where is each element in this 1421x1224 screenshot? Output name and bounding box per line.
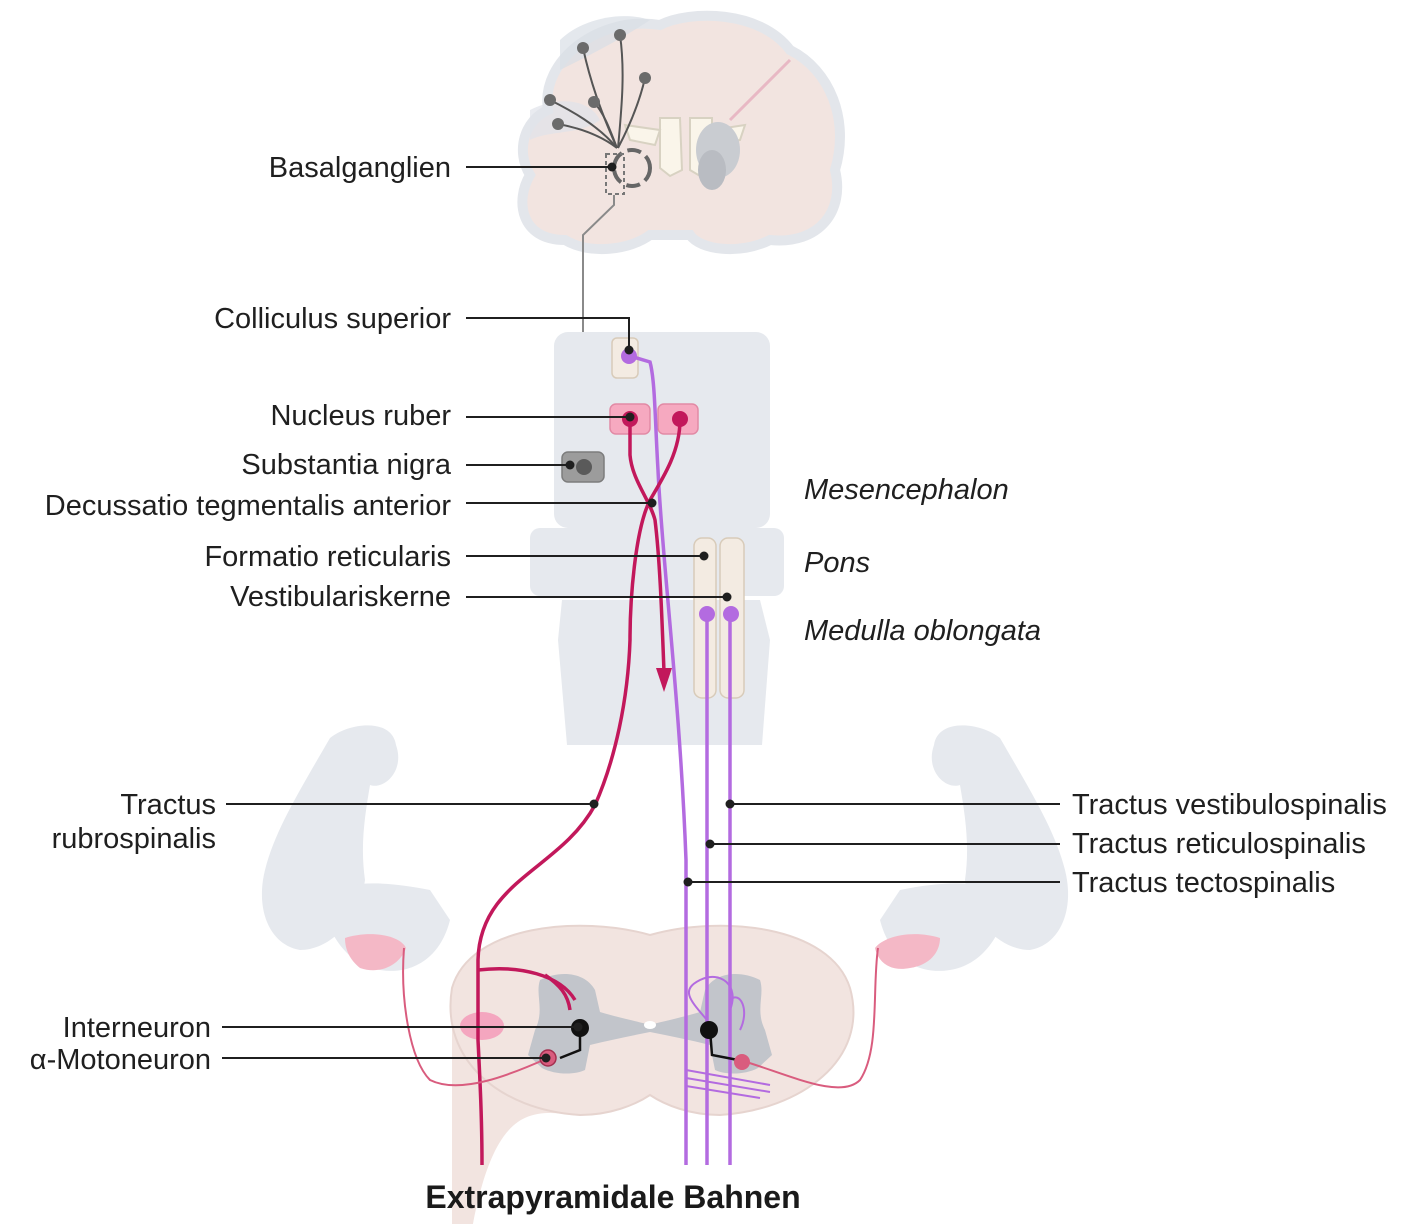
cortical-neuron-somas <box>544 29 651 130</box>
spinal-cord-section <box>449 924 855 1224</box>
muscle-right <box>875 934 940 969</box>
muscle-left <box>345 934 406 971</box>
descending-arrowhead <box>656 668 672 692</box>
label-tractus-rubrospinalis-line2: rubrospinalis <box>52 823 216 855</box>
arm-left <box>261 725 450 971</box>
region-mesencephalon: Mesencephalon <box>804 474 1009 506</box>
diagram-title: Extrapyramidale Bahnen <box>425 1179 800 1215</box>
label-vestibulariskerne: Vestibulariskerne <box>230 581 451 613</box>
region-medulla-oblongata: Medulla oblongata <box>804 615 1041 647</box>
interneuron-right <box>700 1021 718 1039</box>
brain-coronal-section <box>517 10 845 255</box>
purple-terminals <box>685 975 771 1099</box>
label-colliculus-superior: Colliculus superior <box>214 303 451 335</box>
arm-right <box>880 725 1069 971</box>
label-tractus-tectospinalis: Tractus tectospinalis <box>1072 867 1335 899</box>
motoneuron-right <box>734 1054 750 1070</box>
substantia-nigra-neuron <box>576 459 592 475</box>
region-pons: Pons <box>804 547 870 579</box>
label-tractus-reticulospinalis: Tractus reticulospinalis <box>1072 828 1366 860</box>
cortical-neurons <box>549 34 646 149</box>
leader-lines <box>222 162 1060 1063</box>
basal-ganglia-loop <box>605 148 652 195</box>
motor-output-fibers <box>402 947 879 1089</box>
label-motoneuron: α-Motoneuron <box>30 1044 211 1076</box>
gray-matter-left <box>528 974 650 1074</box>
label-formatio-reticularis: Formatio reticularis <box>204 541 451 573</box>
label-tractus-vestibulospinalis: Tractus vestibulospinalis <box>1072 789 1387 821</box>
label-basalganglien: Basalganglien <box>269 152 451 184</box>
label-tractus-rubrospinalis-line1: Tractus <box>120 789 216 821</box>
label-nucleus-ruber: Nucleus ruber <box>270 400 451 432</box>
label-substantia-nigra: Substantia nigra <box>241 449 451 481</box>
label-interneuron: Interneuron <box>63 1012 211 1044</box>
label-decussatio: Decussatio tegmentalis anterior <box>45 490 452 522</box>
